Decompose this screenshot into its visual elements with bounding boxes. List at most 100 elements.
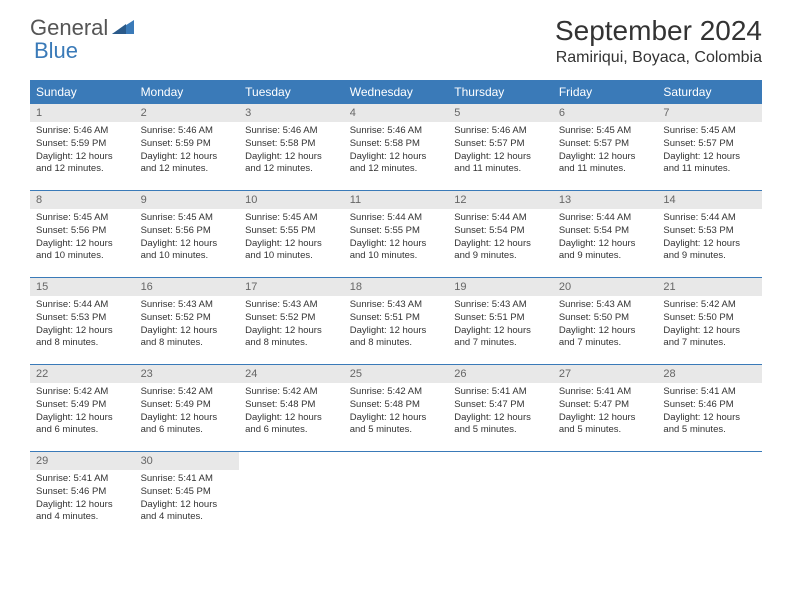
day-number: 14 <box>657 191 762 209</box>
sunrise-text: Sunrise: 5:46 AM <box>36 125 129 138</box>
sunset-text: Sunset: 5:51 PM <box>454 312 547 325</box>
day-info: Sunrise: 5:42 AMSunset: 5:48 PMDaylight:… <box>239 383 344 442</box>
sunset-text: Sunset: 5:48 PM <box>245 399 338 412</box>
sunset-text: Sunset: 5:52 PM <box>245 312 338 325</box>
day-header: Saturday <box>657 80 762 104</box>
sunrise-text: Sunrise: 5:46 AM <box>454 125 547 138</box>
daylight-text: Daylight: 12 hours and 9 minutes. <box>454 238 547 264</box>
day-cell: .. <box>657 452 762 538</box>
sunset-text: Sunset: 5:45 PM <box>141 486 234 499</box>
day-number: 21 <box>657 278 762 296</box>
day-cell: 30Sunrise: 5:41 AMSunset: 5:45 PMDayligh… <box>135 452 240 538</box>
daylight-text: Daylight: 12 hours and 6 minutes. <box>36 412 129 438</box>
day-header: Tuesday <box>239 80 344 104</box>
sunrise-text: Sunrise: 5:46 AM <box>245 125 338 138</box>
sunset-text: Sunset: 5:55 PM <box>350 225 443 238</box>
day-cell: 23Sunrise: 5:42 AMSunset: 5:49 PMDayligh… <box>135 365 240 451</box>
sunset-text: Sunset: 5:50 PM <box>663 312 756 325</box>
sunset-text: Sunset: 5:54 PM <box>559 225 652 238</box>
daylight-text: Daylight: 12 hours and 10 minutes. <box>36 238 129 264</box>
day-cell: 15Sunrise: 5:44 AMSunset: 5:53 PMDayligh… <box>30 278 135 364</box>
daylight-text: Daylight: 12 hours and 5 minutes. <box>663 412 756 438</box>
sunset-text: Sunset: 5:59 PM <box>141 138 234 151</box>
sunset-text: Sunset: 5:49 PM <box>141 399 234 412</box>
day-number: 7 <box>657 104 762 122</box>
sunrise-text: Sunrise: 5:43 AM <box>141 299 234 312</box>
page-header: General September 2024 Ramiriqui, Boyaca… <box>0 0 792 72</box>
sunrise-text: Sunrise: 5:41 AM <box>141 473 234 486</box>
sunset-text: Sunset: 5:55 PM <box>245 225 338 238</box>
day-cell: 20Sunrise: 5:43 AMSunset: 5:50 PMDayligh… <box>553 278 658 364</box>
sunset-text: Sunset: 5:46 PM <box>36 486 129 499</box>
day-cell: 28Sunrise: 5:41 AMSunset: 5:46 PMDayligh… <box>657 365 762 451</box>
daylight-text: Daylight: 12 hours and 8 minutes. <box>245 325 338 351</box>
week-row: 15Sunrise: 5:44 AMSunset: 5:53 PMDayligh… <box>30 278 762 365</box>
sunrise-text: Sunrise: 5:41 AM <box>36 473 129 486</box>
daylight-text: Daylight: 12 hours and 4 minutes. <box>36 499 129 525</box>
title-block: September 2024 Ramiriqui, Boyaca, Colomb… <box>555 15 762 67</box>
day-number: 20 <box>553 278 658 296</box>
day-number: 29 <box>30 452 135 470</box>
day-info: Sunrise: 5:43 AMSunset: 5:50 PMDaylight:… <box>553 296 658 355</box>
day-number: 3 <box>239 104 344 122</box>
week-row: 29Sunrise: 5:41 AMSunset: 5:46 PMDayligh… <box>30 452 762 538</box>
logo-triangle-icon <box>112 18 134 39</box>
day-info: Sunrise: 5:41 AMSunset: 5:47 PMDaylight:… <box>448 383 553 442</box>
day-info: Sunrise: 5:44 AMSunset: 5:53 PMDaylight:… <box>30 296 135 355</box>
sunrise-text: Sunrise: 5:41 AM <box>454 386 547 399</box>
day-number: 24 <box>239 365 344 383</box>
day-info: Sunrise: 5:46 AMSunset: 5:58 PMDaylight:… <box>344 122 449 181</box>
sunrise-text: Sunrise: 5:46 AM <box>141 125 234 138</box>
day-cell: 13Sunrise: 5:44 AMSunset: 5:54 PMDayligh… <box>553 191 658 277</box>
day-cell: 6Sunrise: 5:45 AMSunset: 5:57 PMDaylight… <box>553 104 658 190</box>
day-cell: 12Sunrise: 5:44 AMSunset: 5:54 PMDayligh… <box>448 191 553 277</box>
sunset-text: Sunset: 5:56 PM <box>141 225 234 238</box>
day-info: Sunrise: 5:44 AMSunset: 5:53 PMDaylight:… <box>657 209 762 268</box>
daylight-text: Daylight: 12 hours and 6 minutes. <box>245 412 338 438</box>
sunrise-text: Sunrise: 5:42 AM <box>36 386 129 399</box>
day-info: Sunrise: 5:44 AMSunset: 5:55 PMDaylight:… <box>344 209 449 268</box>
day-number: 12 <box>448 191 553 209</box>
day-info: Sunrise: 5:45 AMSunset: 5:55 PMDaylight:… <box>239 209 344 268</box>
daylight-text: Daylight: 12 hours and 12 minutes. <box>141 151 234 177</box>
day-cell: 9Sunrise: 5:45 AMSunset: 5:56 PMDaylight… <box>135 191 240 277</box>
sunrise-text: Sunrise: 5:42 AM <box>141 386 234 399</box>
day-info: Sunrise: 5:43 AMSunset: 5:51 PMDaylight:… <box>344 296 449 355</box>
weeks-container: 1Sunrise: 5:46 AMSunset: 5:59 PMDaylight… <box>30 104 762 538</box>
sunset-text: Sunset: 5:47 PM <box>454 399 547 412</box>
day-info: Sunrise: 5:43 AMSunset: 5:51 PMDaylight:… <box>448 296 553 355</box>
day-number: 13 <box>553 191 658 209</box>
day-cell: 14Sunrise: 5:44 AMSunset: 5:53 PMDayligh… <box>657 191 762 277</box>
day-number: 17 <box>239 278 344 296</box>
daylight-text: Daylight: 12 hours and 5 minutes. <box>454 412 547 438</box>
day-cell: 24Sunrise: 5:42 AMSunset: 5:48 PMDayligh… <box>239 365 344 451</box>
day-number: 18 <box>344 278 449 296</box>
daylight-text: Daylight: 12 hours and 8 minutes. <box>36 325 129 351</box>
day-number: 9 <box>135 191 240 209</box>
day-info: Sunrise: 5:41 AMSunset: 5:47 PMDaylight:… <box>553 383 658 442</box>
day-header: Thursday <box>448 80 553 104</box>
day-info: Sunrise: 5:45 AMSunset: 5:56 PMDaylight:… <box>135 209 240 268</box>
sunrise-text: Sunrise: 5:44 AM <box>559 212 652 225</box>
sunrise-text: Sunrise: 5:45 AM <box>559 125 652 138</box>
day-number: 16 <box>135 278 240 296</box>
day-cell: 4Sunrise: 5:46 AMSunset: 5:58 PMDaylight… <box>344 104 449 190</box>
sunrise-text: Sunrise: 5:44 AM <box>36 299 129 312</box>
sunset-text: Sunset: 5:46 PM <box>663 399 756 412</box>
day-cell: 19Sunrise: 5:43 AMSunset: 5:51 PMDayligh… <box>448 278 553 364</box>
day-info: Sunrise: 5:45 AMSunset: 5:56 PMDaylight:… <box>30 209 135 268</box>
day-cell: 17Sunrise: 5:43 AMSunset: 5:52 PMDayligh… <box>239 278 344 364</box>
daylight-text: Daylight: 12 hours and 4 minutes. <box>141 499 234 525</box>
day-info: Sunrise: 5:44 AMSunset: 5:54 PMDaylight:… <box>448 209 553 268</box>
day-number: 23 <box>135 365 240 383</box>
daylight-text: Daylight: 12 hours and 11 minutes. <box>559 151 652 177</box>
day-cell: 10Sunrise: 5:45 AMSunset: 5:55 PMDayligh… <box>239 191 344 277</box>
day-info: Sunrise: 5:42 AMSunset: 5:49 PMDaylight:… <box>30 383 135 442</box>
sunrise-text: Sunrise: 5:45 AM <box>36 212 129 225</box>
sunrise-text: Sunrise: 5:45 AM <box>141 212 234 225</box>
day-info: Sunrise: 5:46 AMSunset: 5:57 PMDaylight:… <box>448 122 553 181</box>
day-cell: 7Sunrise: 5:45 AMSunset: 5:57 PMDaylight… <box>657 104 762 190</box>
day-cell: 22Sunrise: 5:42 AMSunset: 5:49 PMDayligh… <box>30 365 135 451</box>
daylight-text: Daylight: 12 hours and 7 minutes. <box>663 325 756 351</box>
day-info: Sunrise: 5:44 AMSunset: 5:54 PMDaylight:… <box>553 209 658 268</box>
